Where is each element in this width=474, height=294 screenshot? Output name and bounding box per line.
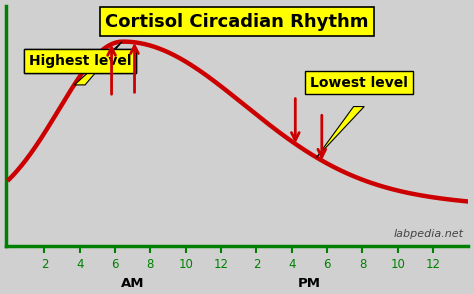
Text: labpedia.net: labpedia.net [394,229,464,239]
Text: PM: PM [298,277,321,290]
Polygon shape [317,106,364,158]
Text: AM: AM [121,277,145,290]
Polygon shape [74,42,122,85]
Text: Highest level: Highest level [28,54,131,68]
Text: Lowest level: Lowest level [310,76,408,89]
Text: Cortisol Circadian Rhythm: Cortisol Circadian Rhythm [105,13,369,31]
Text: Highest level: Highest level [28,43,131,68]
